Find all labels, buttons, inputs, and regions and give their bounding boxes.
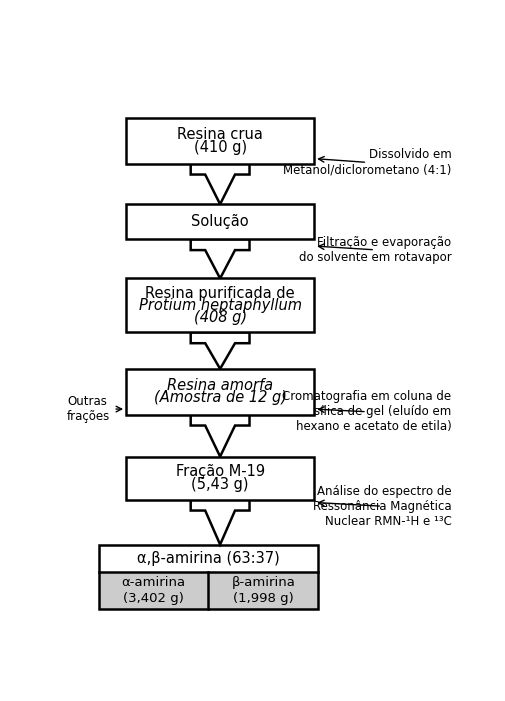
Polygon shape (190, 164, 249, 204)
Text: Outras
frações: Outras frações (67, 395, 121, 423)
Text: Resina crua: Resina crua (177, 127, 263, 142)
Polygon shape (190, 415, 249, 456)
Text: Fração M-19: Fração M-19 (175, 465, 264, 479)
Text: (410 g): (410 g) (193, 139, 246, 154)
Bar (126, 369, 314, 415)
Text: (1,998 g): (1,998 g) (232, 592, 293, 604)
Text: α,β-amirina (63:37): α,β-amirina (63:37) (137, 551, 279, 566)
Text: Filtração e evaporação
do solvente em rotavapor: Filtração e evaporação do solvente em ro… (298, 236, 450, 264)
Bar (126, 278, 314, 332)
Text: (Amostra de 12 g): (Amostra de 12 g) (154, 390, 286, 405)
Bar (126, 118, 314, 164)
Text: Solução: Solução (191, 215, 248, 229)
Text: β-amirina: β-amirina (231, 576, 294, 590)
Text: Protium heptaphyllum: Protium heptaphyllum (138, 298, 301, 313)
Polygon shape (190, 239, 249, 278)
Text: (5,43 g): (5,43 g) (191, 477, 248, 492)
Bar (126, 456, 314, 500)
Bar (98, 545, 318, 609)
Text: Resina amorfa: Resina amorfa (167, 378, 273, 393)
Polygon shape (190, 332, 249, 369)
Bar (126, 204, 314, 239)
Text: Resina purificada de: Resina purificada de (145, 285, 294, 301)
Text: Dissolvido em
Metanol/diclorometano (4:1): Dissolvido em Metanol/diclorometano (4:1… (282, 149, 450, 177)
Text: (408 g): (408 g) (193, 311, 246, 325)
Text: Cromatografia em coluna de
sílica de gel (eluído em
hexano e acetato de etila): Cromatografia em coluna de sílica de gel… (282, 390, 450, 433)
Bar (98, 572, 208, 609)
Bar (208, 572, 318, 609)
Text: α-amirina: α-amirina (121, 576, 185, 590)
Text: (3,402 g): (3,402 g) (123, 592, 183, 604)
Text: Análise do espectro de
Ressonância Magnética
Nuclear RMN-¹H e ¹³C: Análise do espectro de Ressonância Magné… (312, 484, 450, 528)
Polygon shape (190, 500, 249, 545)
